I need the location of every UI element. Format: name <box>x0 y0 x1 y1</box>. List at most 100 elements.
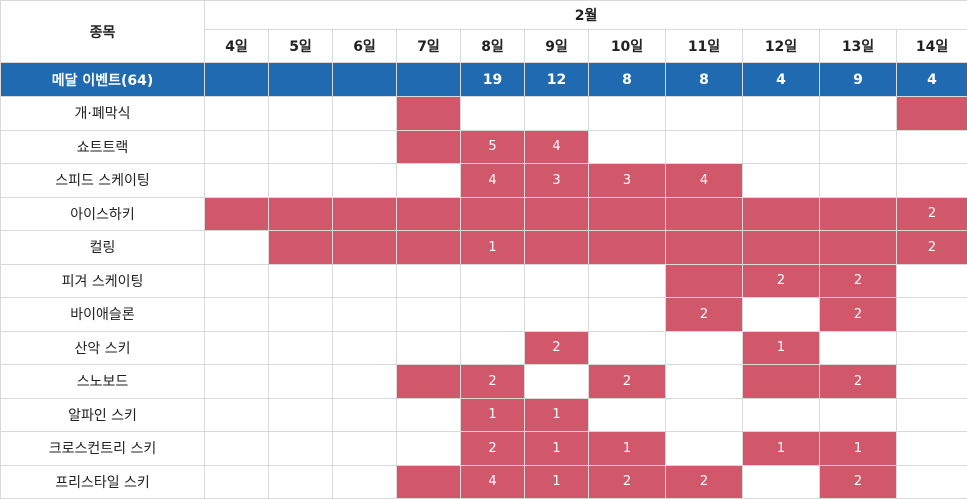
empty-day-cell <box>897 331 967 365</box>
empty-day-cell <box>397 264 461 298</box>
medal-events-label: 메달 이벤트(64) <box>1 63 205 97</box>
event-day-cell: 2 <box>820 264 897 298</box>
empty-day-cell <box>269 130 333 164</box>
medal-count-cell: 4 <box>897 63 967 97</box>
event-day-cell: 2 <box>666 298 743 332</box>
empty-day-cell <box>666 130 743 164</box>
empty-day-cell <box>397 298 461 332</box>
medal-count-cell: 19 <box>461 63 525 97</box>
event-day-cell <box>820 197 897 231</box>
empty-day-cell <box>269 465 333 499</box>
sport-name: 스노보드 <box>1 365 205 399</box>
day-header: 11일 <box>666 30 743 63</box>
empty-day-cell <box>743 164 820 198</box>
empty-day-cell <box>333 398 397 432</box>
empty-day-cell <box>820 398 897 432</box>
event-day-cell: 2 <box>820 465 897 499</box>
event-day-cell: 2 <box>525 331 589 365</box>
medal-count-cell: 12 <box>525 63 589 97</box>
event-day-cell: 2 <box>589 465 666 499</box>
event-day-cell: 1 <box>525 465 589 499</box>
day-header: 6일 <box>333 30 397 63</box>
month-header: 2월 <box>205 1 967 30</box>
empty-day-cell <box>666 432 743 466</box>
event-day-cell: 1 <box>820 432 897 466</box>
sport-name: 프리스타일 스키 <box>1 465 205 499</box>
empty-day-cell <box>269 398 333 432</box>
event-day-cell: 2 <box>461 365 525 399</box>
event-day-cell: 1 <box>743 432 820 466</box>
event-day-cell: 3 <box>525 164 589 198</box>
empty-day-cell <box>269 365 333 399</box>
event-day-cell <box>589 231 666 265</box>
empty-day-cell <box>666 398 743 432</box>
empty-day-cell <box>333 164 397 198</box>
empty-day-cell <box>589 298 666 332</box>
empty-day-cell <box>666 365 743 399</box>
empty-day-cell <box>269 432 333 466</box>
event-day-cell: 2 <box>897 231 967 265</box>
day-header: 9일 <box>525 30 589 63</box>
empty-day-cell <box>589 130 666 164</box>
empty-day-cell <box>333 264 397 298</box>
event-day-cell: 2 <box>897 197 967 231</box>
event-day-cell: 5 <box>461 130 525 164</box>
event-day-cell: 1 <box>461 398 525 432</box>
sport-row: 개·폐막식 <box>1 97 967 131</box>
empty-day-cell <box>525 365 589 399</box>
event-day-cell <box>820 231 897 265</box>
empty-day-cell <box>205 432 269 466</box>
sport-name: 알파인 스키 <box>1 398 205 432</box>
medal-count-cell: 4 <box>743 63 820 97</box>
empty-day-cell <box>205 465 269 499</box>
empty-day-cell <box>897 465 967 499</box>
sport-name: 컬링 <box>1 231 205 265</box>
empty-day-cell <box>269 264 333 298</box>
event-day-cell <box>397 197 461 231</box>
empty-day-cell <box>589 331 666 365</box>
event-day-cell: 2 <box>820 365 897 399</box>
day-header: 13일 <box>820 30 897 63</box>
empty-day-cell <box>820 331 897 365</box>
empty-day-cell <box>897 130 967 164</box>
empty-day-cell <box>820 164 897 198</box>
empty-day-cell <box>205 398 269 432</box>
event-day-cell <box>743 365 820 399</box>
event-day-cell <box>397 231 461 265</box>
empty-day-cell <box>897 365 967 399</box>
event-day-cell: 1 <box>525 432 589 466</box>
event-day-cell: 4 <box>461 465 525 499</box>
event-day-cell: 4 <box>666 164 743 198</box>
sport-name: 피겨 스케이팅 <box>1 264 205 298</box>
event-day-cell <box>525 231 589 265</box>
empty-day-cell <box>820 130 897 164</box>
empty-day-cell <box>743 298 820 332</box>
sport-name: 개·폐막식 <box>1 97 205 131</box>
event-day-cell <box>269 197 333 231</box>
sport-name: 크로스컨트리 스키 <box>1 432 205 466</box>
sport-name: 바이애슬론 <box>1 298 205 332</box>
event-day-cell: 2 <box>820 298 897 332</box>
day-header: 8일 <box>461 30 525 63</box>
empty-day-cell <box>333 365 397 399</box>
empty-day-cell <box>820 97 897 131</box>
event-day-cell: 4 <box>525 130 589 164</box>
event-day-cell <box>666 231 743 265</box>
empty-day-cell <box>589 264 666 298</box>
empty-day-cell <box>743 398 820 432</box>
empty-day-cell <box>333 97 397 131</box>
empty-day-cell <box>333 331 397 365</box>
empty-day-cell <box>397 432 461 466</box>
event-day-cell: 1 <box>743 331 820 365</box>
event-day-cell <box>269 231 333 265</box>
empty-day-cell <box>205 365 269 399</box>
empty-day-cell <box>269 97 333 131</box>
empty-day-cell <box>397 331 461 365</box>
empty-day-cell <box>333 432 397 466</box>
day-header: 5일 <box>269 30 333 63</box>
